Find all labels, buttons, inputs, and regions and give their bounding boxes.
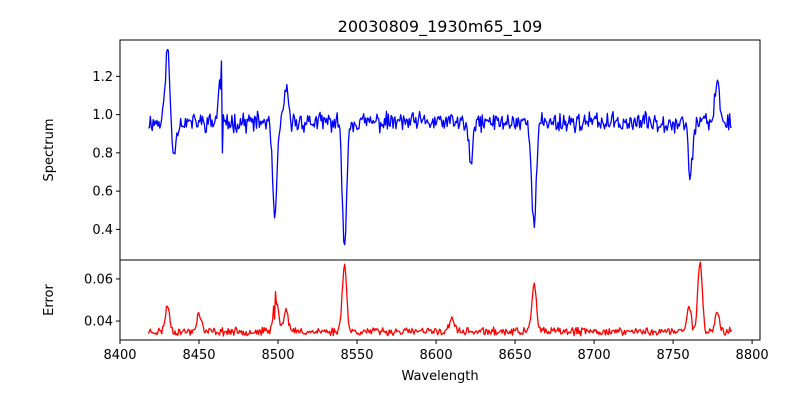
error-y-axis-label: Error xyxy=(42,284,57,316)
spectrum-series-line xyxy=(148,48,732,246)
spectrum-y-tick-label: 0.8 xyxy=(92,146,113,161)
error-series-line xyxy=(147,261,733,337)
x-tick-label: 8700 xyxy=(578,348,611,363)
error-y-tick-label: 0.06 xyxy=(84,272,113,287)
error-y-tick-label: 0.04 xyxy=(84,315,113,330)
chart-title: 20030809_1930m65_109 xyxy=(338,17,543,37)
error-y-ticks: 0.04 0.06 xyxy=(84,272,120,330)
x-tick-label: 8600 xyxy=(420,348,453,363)
x-tick-label: 8500 xyxy=(261,348,294,363)
spectrum-lines xyxy=(148,48,732,246)
x-tick-label: 8800 xyxy=(736,348,769,363)
spectrum-y-tick-label: 0.4 xyxy=(92,223,113,238)
x-axis-label: Wavelength xyxy=(401,369,478,384)
spectrum-y-ticks: 0.4 0.6 0.8 1.0 1.2 xyxy=(92,70,120,238)
x-tick-label: 8450 xyxy=(182,348,215,363)
error-x-ticks: 8400 8450 8500 8550 8600 8650 8700 8750 8800 xyxy=(103,340,769,363)
x-tick-label: 8650 xyxy=(499,348,532,363)
spectrum-y-axis-label: Spectrum xyxy=(42,119,57,182)
x-tick-label: 8550 xyxy=(340,348,373,363)
spectrum-y-tick-label: 1.2 xyxy=(92,70,113,85)
x-tick-label: 8400 xyxy=(103,348,136,363)
error-axes-frame xyxy=(119,259,761,341)
spectrum-y-tick-label: 0.6 xyxy=(92,185,113,200)
error-lines xyxy=(147,261,733,337)
x-tick-label: 8750 xyxy=(657,348,690,363)
spectrum-y-tick-label: 1.0 xyxy=(92,108,113,123)
error-panel: 0.04 0.06 8400 8450 8500 8550 8600 8650 8700 875… xyxy=(42,259,769,384)
